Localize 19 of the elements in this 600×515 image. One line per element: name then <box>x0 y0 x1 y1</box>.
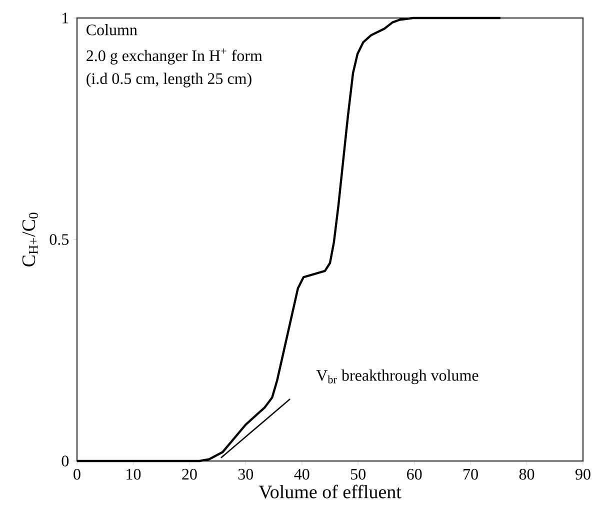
x-tick-label: 20 <box>182 468 197 480</box>
x-tick-label: 0 <box>74 468 80 480</box>
y-axis-title: C$_{H+}$/C$_{0}$ <box>22 212 38 266</box>
x-tick-label: 60 <box>407 468 422 480</box>
y-tick-label: 0 <box>62 456 69 466</box>
x-tick-label: 80 <box>519 468 534 480</box>
x-axis-title: Volume of effluent <box>258 484 402 498</box>
x-tick-label: 40 <box>294 468 310 480</box>
y-tick-label: 0.5 <box>50 234 69 245</box>
x-tick-label: 70 <box>464 468 478 480</box>
annotation: 2.0 g exchanger In H$^{+}$ form <box>86 48 262 64</box>
annotation: (i.d 0.5 cm, length 25 cm) <box>86 72 252 88</box>
y-tick-label: 1 <box>62 12 68 24</box>
annotation: V$_{br}$ breakthrough volume <box>316 370 478 384</box>
x-tick-label: 50 <box>351 468 366 480</box>
x-tick-label: 10 <box>126 468 141 480</box>
annotation: Column <box>86 24 138 36</box>
x-tick-label: 90 <box>576 468 590 480</box>
x-tick-label: 30 <box>238 468 254 480</box>
